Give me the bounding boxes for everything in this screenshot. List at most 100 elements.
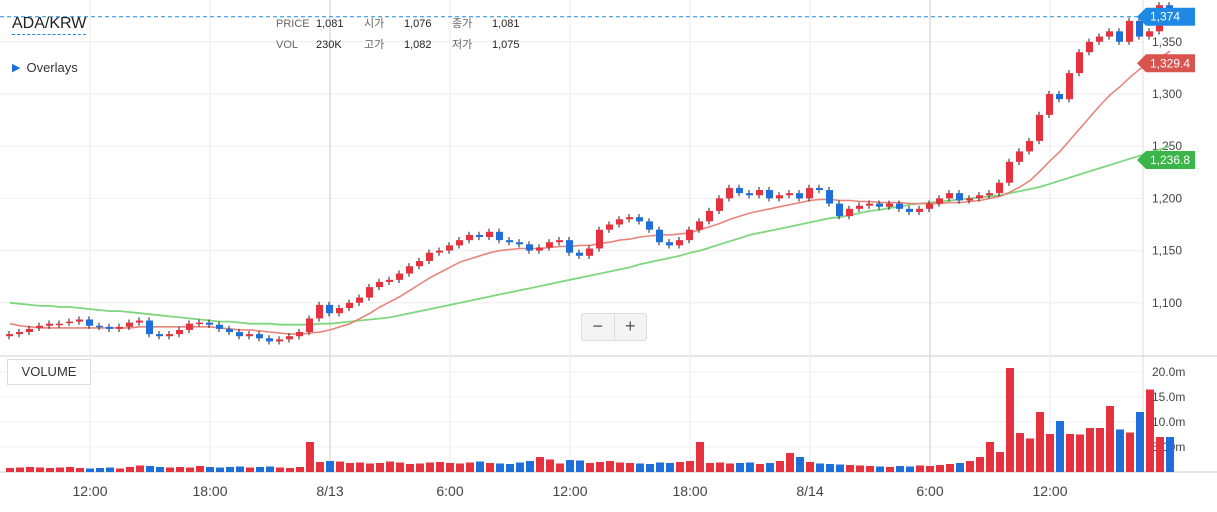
volume-bar — [716, 462, 724, 472]
candle-body — [596, 229, 603, 249]
ma-long-tag-text: 1,236.8 — [1150, 153, 1190, 167]
candle-body — [286, 336, 293, 340]
volume-bar — [1046, 434, 1054, 472]
candle-body — [1046, 93, 1053, 115]
volume-bar — [856, 465, 864, 472]
candle-body — [746, 193, 753, 196]
candle-body — [546, 242, 553, 248]
volume-bar — [536, 457, 544, 472]
volume-bar — [66, 467, 74, 472]
volume-bar — [1036, 412, 1044, 472]
volume-bar — [1006, 368, 1014, 472]
candle-body — [1146, 31, 1153, 37]
volume-bar — [1136, 412, 1144, 472]
candle-body — [386, 279, 393, 282]
volume-bar — [1066, 434, 1074, 472]
low-label: 저가 — [452, 39, 473, 51]
volume-bar — [46, 468, 54, 472]
candle-body — [186, 323, 193, 330]
candle-body — [306, 318, 313, 333]
candle-body — [756, 190, 763, 196]
candle-body — [36, 325, 43, 328]
candle-body — [1106, 31, 1113, 37]
price-tick-label: 1,350 — [1152, 35, 1182, 49]
candle-body — [996, 182, 1003, 194]
time-tick-label: 12:00 — [72, 483, 107, 499]
volume-bar — [926, 466, 934, 472]
overlays-toggle[interactable]: ▶ Overlays — [12, 60, 78, 75]
volume-bar — [416, 463, 424, 472]
volume-bar — [736, 463, 744, 472]
volume-bar — [956, 463, 964, 472]
candle-body — [1006, 161, 1013, 183]
volume-bar — [366, 463, 374, 472]
close-value: 1,081 — [492, 18, 520, 30]
high-value: 1,082 — [404, 39, 432, 51]
volume-bar — [56, 467, 64, 472]
volume-bar — [576, 460, 584, 472]
time-tick-label: 8/13 — [316, 483, 343, 499]
candle-body — [536, 247, 543, 251]
volume-bar — [526, 461, 534, 472]
candle-body — [916, 208, 923, 212]
volume-label[interactable]: VOLUME — [7, 359, 91, 385]
zoom-out-button[interactable]: − — [582, 314, 615, 340]
candle-body — [1076, 52, 1083, 74]
candle-body — [846, 208, 853, 217]
close-label: 종가 — [452, 18, 473, 30]
volume-bar — [1016, 433, 1024, 472]
zoom-in-button[interactable]: + — [624, 316, 636, 336]
time-tick-label: 6:00 — [436, 483, 463, 499]
candle-body — [76, 319, 83, 322]
candle-body — [366, 287, 373, 298]
candle-body — [196, 322, 203, 325]
volume-bar — [686, 461, 694, 472]
volume-bar — [206, 467, 214, 472]
volume-bar — [796, 457, 804, 472]
candle-body — [396, 273, 403, 280]
volume-bar — [906, 466, 914, 472]
volume-bar — [236, 466, 244, 472]
volume-bar — [1096, 428, 1104, 472]
price-tick-label: 1,300 — [1152, 87, 1182, 101]
candle-body — [826, 190, 833, 204]
candle-body — [436, 250, 443, 253]
volume-bar — [1026, 438, 1034, 472]
candle-body — [636, 217, 643, 222]
volume-bar — [486, 463, 494, 472]
volume-bar — [756, 464, 764, 472]
volume-bar — [166, 467, 174, 472]
candle-body — [476, 234, 483, 238]
candle-body — [6, 334, 13, 337]
low-value: 1,075 — [492, 39, 520, 51]
volume-bar — [126, 467, 134, 472]
volume-tick-label: 10.0m — [1152, 415, 1185, 429]
candle-body — [656, 229, 663, 243]
candle-body — [726, 187, 733, 199]
volume-bar — [776, 461, 784, 472]
volume-bar — [636, 463, 644, 472]
candle-body — [66, 321, 73, 324]
volume-bar — [136, 465, 144, 472]
candle-body — [696, 221, 703, 230]
candle-body — [406, 266, 413, 274]
candle-body — [486, 231, 493, 238]
price-tick-label: 1,100 — [1152, 296, 1182, 310]
volume-bar — [6, 468, 14, 472]
symbol-title[interactable]: ADA/KRW — [12, 15, 87, 35]
volume-bar — [566, 460, 574, 472]
candle-body — [806, 187, 813, 199]
volume-bar — [886, 467, 894, 472]
candle-body — [216, 324, 223, 329]
volume-bar — [826, 464, 834, 472]
volume-bar — [936, 465, 944, 472]
candle-body — [816, 187, 823, 191]
candle-body — [766, 190, 773, 199]
volume-bar — [316, 462, 324, 472]
volume-bar — [1126, 432, 1134, 472]
volume-bar — [16, 467, 24, 472]
high-label: 고가 — [364, 39, 385, 51]
volume-bar — [1076, 434, 1084, 472]
volume-bar — [626, 463, 634, 472]
